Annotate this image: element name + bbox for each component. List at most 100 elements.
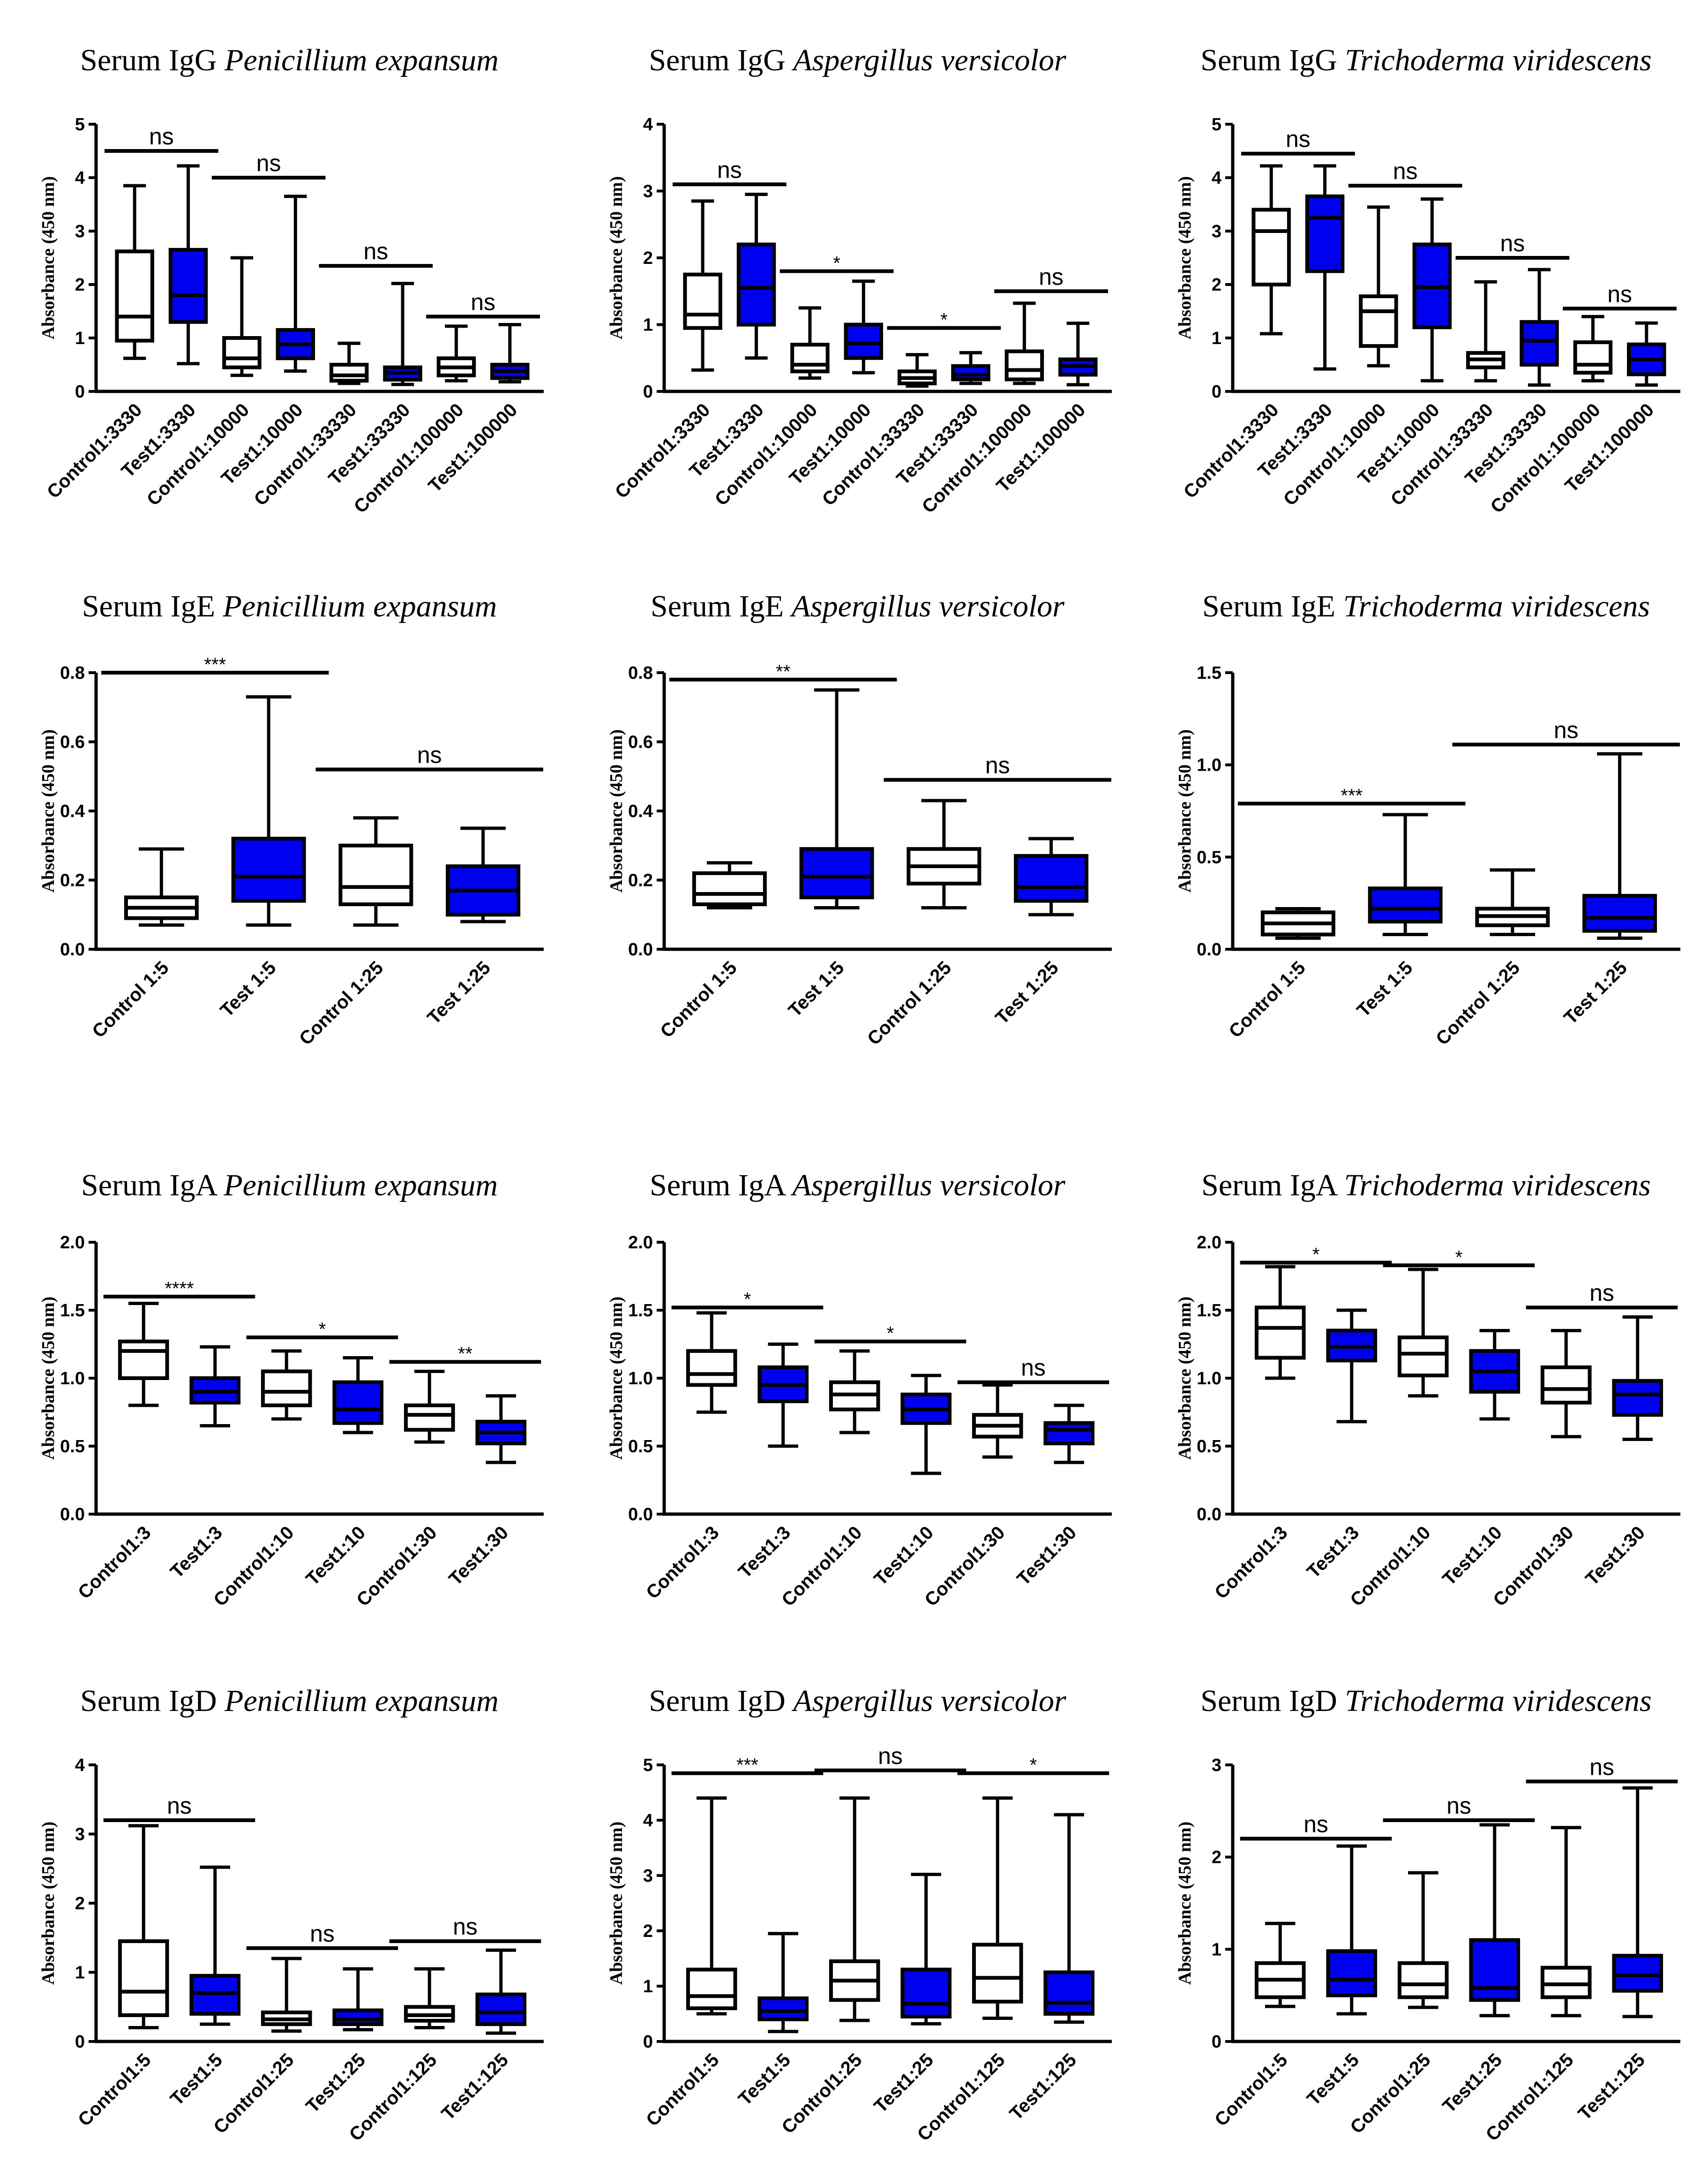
y-tick-label: 2 (1212, 1848, 1221, 1868)
x-category-label: Control 1:5 (88, 957, 172, 1042)
panel-igd-aspergillus-versicolor: Serum IgD Aspergillus versicolor Absorban… (607, 1684, 1112, 2145)
panel-igg-penicillium-expansum: Serum IgG Penicillium expansum Absorbance… (38, 43, 544, 517)
y-tick-label: 1.5 (1197, 663, 1221, 683)
significance-bracket: * (814, 1323, 966, 1344)
y-tick-label: 3 (75, 1825, 85, 1845)
title-organism: Trichoderma viridescens (1345, 1684, 1651, 1718)
y-tick-label: 0.6 (628, 733, 653, 752)
y-tick-label: 0.0 (60, 940, 85, 960)
significance-bracket: * (957, 1755, 1109, 1776)
significance-label: * (319, 1319, 326, 1340)
significance-bracket: * (1240, 1245, 1392, 1265)
title-prefix: Serum IgG (80, 43, 225, 77)
significance-label: ns (310, 1921, 335, 1947)
box-test1-25 (332, 1967, 384, 2032)
box-control1-3 (686, 1311, 737, 1414)
box-control1-25 (829, 1796, 880, 2022)
box-iqr (757, 1996, 809, 2021)
box-iqr (338, 843, 413, 907)
box-iqr (686, 1967, 737, 2011)
x-category-label: Test1:5 (734, 2049, 794, 2109)
x-category-label: Test1:3 (734, 1522, 794, 1582)
y-tick-label: 1.5 (60, 1301, 85, 1321)
significance-bracket: * (1383, 1247, 1535, 1268)
box-iqr (1469, 1938, 1521, 2002)
y-tick-label: 1.0 (628, 1369, 653, 1388)
box-control1-25 (261, 1957, 312, 2033)
x-category-label: Test1:10 (870, 1522, 937, 1590)
x-category-label: Test 1:25 (1560, 957, 1631, 1028)
significance-label: ns (1607, 281, 1632, 307)
box-test-1-5 (1368, 813, 1443, 937)
title-organism: Trichoderma viridescens (1344, 1168, 1650, 1202)
panel-title: Serum IgE Trichoderma viridescens (1202, 589, 1650, 623)
y-tick-label: 1.5 (628, 1301, 653, 1321)
significance-label: *** (1341, 785, 1363, 806)
panel-title: Serum IgD Penicillium expansum (80, 1684, 499, 1718)
box-control-1-25 (338, 816, 413, 927)
box-iqr (1326, 1949, 1378, 1997)
significance-bracket: *** (1238, 785, 1466, 806)
box-test-1-25 (446, 826, 521, 923)
panel-title: Serum IgA Penicillium expansum (81, 1168, 498, 1202)
significance-bracket: ns (211, 150, 326, 180)
x-category-label: Test1:25 (1438, 2049, 1506, 2117)
box-control-1-25 (1475, 868, 1550, 937)
significance-label: ns (1039, 263, 1064, 290)
box-control1-3330 (115, 184, 154, 360)
y-tick-label: 2 (75, 1894, 85, 1913)
y-tick-label: 2 (75, 275, 85, 295)
box-control1-30 (1540, 1329, 1592, 1439)
box-test1-10000 (844, 279, 884, 375)
y-axis-label: Absorbance (450 nm) (38, 729, 58, 893)
box-iqr (683, 272, 722, 330)
significance-label: ns (1554, 717, 1579, 743)
significance-bracket: ns (957, 1355, 1109, 1384)
x-category-label: Control1:3 (1211, 1522, 1292, 1603)
panel-title: Serum IgE Aspergillus versicolor (651, 589, 1064, 623)
x-category-label: Test1:125 (1574, 2049, 1649, 2124)
title-prefix: Serum IgE (82, 589, 223, 623)
significance-bracket: ns (389, 1913, 541, 1943)
panel-title: Serum IgD Trichoderma viridescens (1200, 1684, 1651, 1718)
box-iqr (1368, 886, 1443, 924)
y-tick-label: 4 (75, 168, 85, 188)
box-iqr (1397, 1336, 1449, 1378)
significance-label: ns (1589, 1754, 1614, 1780)
y-tick-label: 0.2 (628, 871, 653, 891)
panel-igd-trichoderma-viridescens: Serum IgD Trichoderma viridescens Absorba… (1175, 1684, 1680, 2145)
significance-label: **** (165, 1278, 194, 1299)
significance-label: ns (1021, 1355, 1046, 1381)
significance-label: ns (1286, 126, 1311, 152)
box-iqr (972, 1943, 1023, 2004)
y-axis-label: Absorbance (450 nm) (38, 1822, 58, 1985)
y-tick-label: 0.4 (60, 802, 85, 821)
y-tick-label: 1.0 (1197, 1369, 1221, 1388)
box-iqr (118, 1939, 169, 2017)
panel-ige-trichoderma-viridescens: Serum IgE Trichoderma viridescens Absorba… (1175, 589, 1680, 1049)
panel-igg-trichoderma-viridescens: Serum IgG Trichoderma viridescens Absorba… (1175, 43, 1680, 517)
box-control1-30 (972, 1383, 1023, 1459)
significance-label: ns (1303, 1811, 1328, 1837)
box-test1-33330 (1520, 268, 1559, 387)
significance-bracket: ns (103, 1793, 255, 1822)
box-iqr (1043, 1970, 1095, 2016)
title-organism: Penicillium expansum (223, 1168, 498, 1202)
significance-bracket: * (887, 310, 1001, 330)
y-tick-label: 1 (643, 315, 653, 335)
box-iqr (951, 364, 990, 382)
significance-bracket: ** (669, 661, 897, 682)
box-test1-3330 (736, 193, 776, 360)
box-test-1-5 (231, 695, 306, 927)
box-iqr (332, 1380, 384, 1425)
box-iqr (1520, 320, 1559, 367)
title-organism: Trichoderma viridescens (1345, 43, 1651, 77)
title-organism: Penicillium expansum (222, 589, 497, 623)
box-iqr (844, 323, 884, 360)
y-axis-label: Absorbance (450 nm) (607, 1822, 626, 1985)
y-tick-label: 3 (1212, 1756, 1221, 1775)
box-test1-33330 (383, 282, 422, 386)
panel-title: Serum IgE Penicillium expansum (82, 589, 497, 623)
significance-bracket: ns (1455, 230, 1570, 260)
